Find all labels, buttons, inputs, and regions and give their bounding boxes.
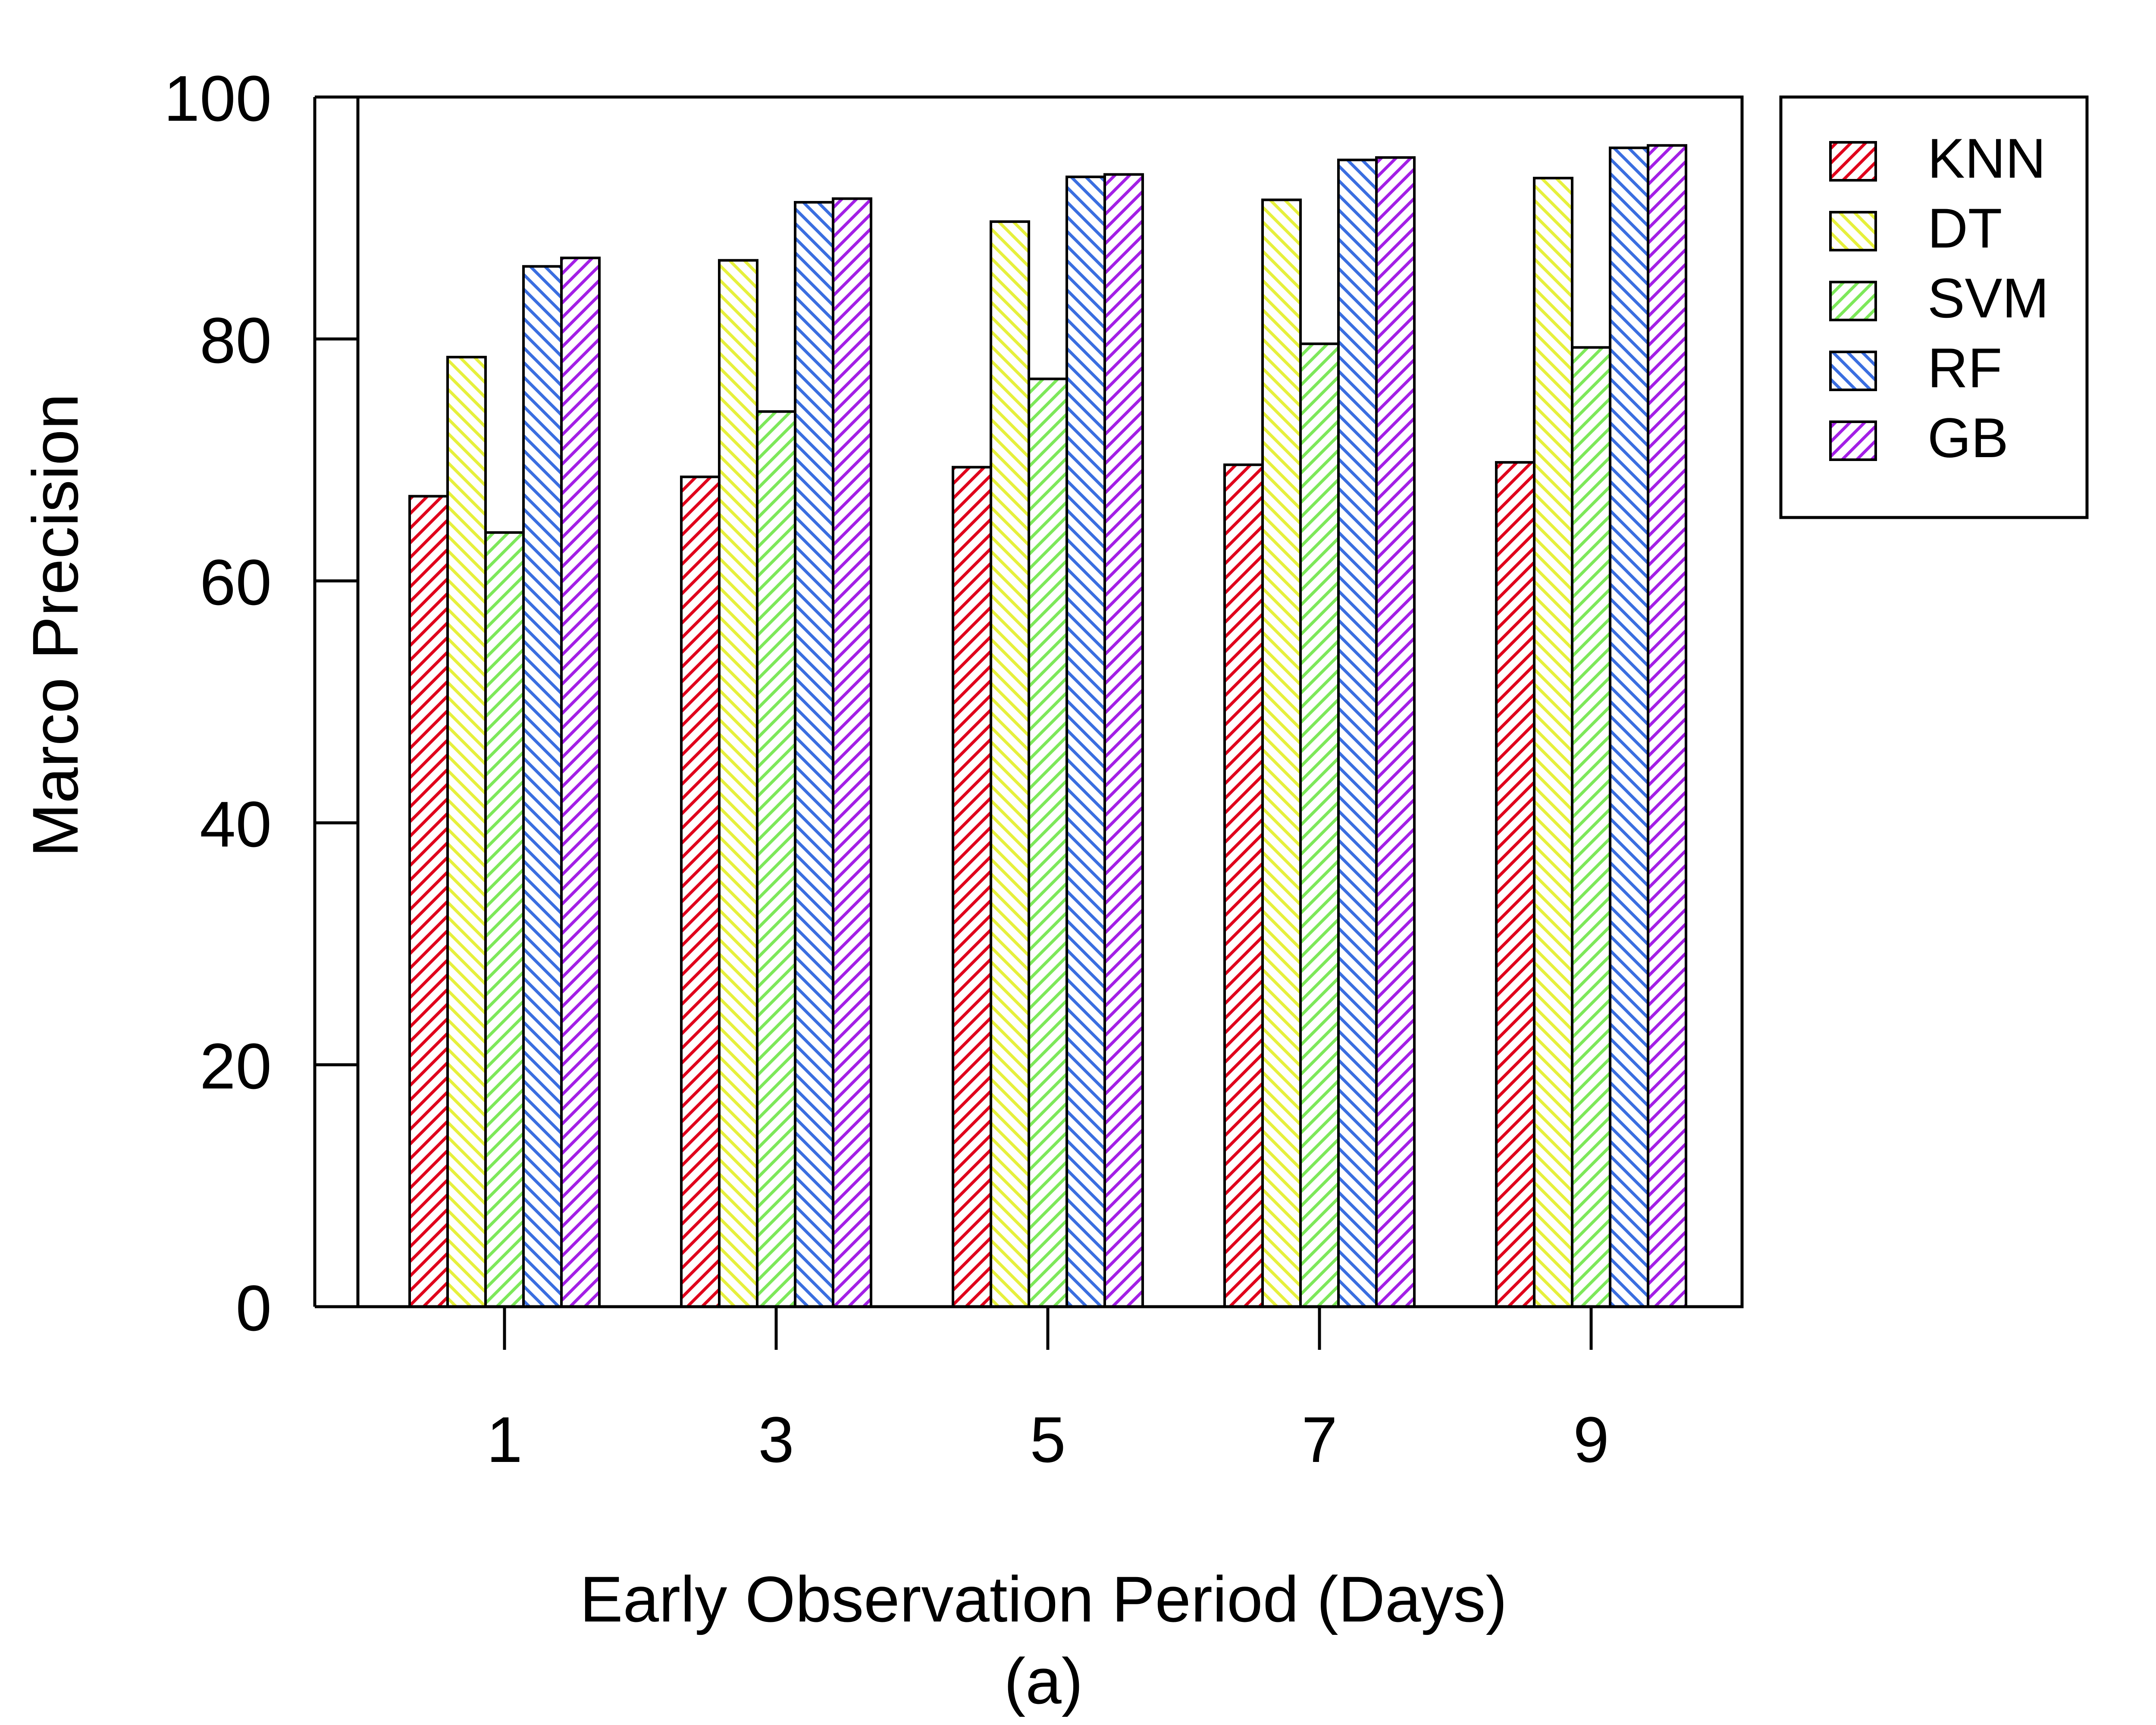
x-axis-title: Early Observation Period (Days): [580, 1563, 1507, 1635]
legend-label-svm: SVM: [1927, 267, 2049, 329]
bar-dt-1: [446, 356, 487, 1308]
y-tick-label: 60: [200, 546, 272, 618]
legend-label-knn: KNN: [1927, 127, 2046, 190]
bar-knn-7: [1223, 463, 1264, 1308]
y-tick-label: 20: [200, 1030, 272, 1102]
figure-caption: (a): [1004, 1645, 1083, 1717]
legend-label-gb: GB: [1927, 406, 2009, 469]
bar-rf-7: [1337, 158, 1378, 1308]
bar-gb-7: [1375, 156, 1416, 1308]
legend-swatch-knn: [1829, 141, 1877, 182]
legend-label-dt: DT: [1927, 197, 2002, 260]
legend-label-rf: RF: [1927, 336, 2002, 399]
bar-dt-5: [990, 220, 1030, 1308]
bar-knn-5: [952, 466, 992, 1308]
bar-svm-1: [484, 531, 525, 1308]
legend-swatch-gb: [1829, 420, 1877, 461]
bar-rf-9: [1609, 146, 1649, 1308]
bar-svm-3: [756, 410, 796, 1308]
legend: KNN DT SVM RF GB: [1779, 95, 2089, 519]
bar-knn-9: [1495, 461, 1536, 1308]
bar-rf-5: [1065, 176, 1106, 1308]
y-tick-label: 40: [200, 788, 272, 860]
legend-swatch-dt: [1829, 211, 1877, 251]
bar-gb-5: [1103, 173, 1144, 1308]
legend-swatch-svm: [1829, 281, 1877, 321]
bar-dt-3: [718, 259, 758, 1308]
y-tick-label: 0: [236, 1272, 272, 1344]
bar-rf-3: [794, 201, 834, 1308]
x-axis: 1 3 5 7 9: [486, 1307, 1609, 1476]
x-tick-label: 1: [486, 1403, 522, 1476]
plot-frame: [356, 95, 1744, 1308]
y-axis: 0 20 40 60 80 100: [164, 62, 358, 1344]
bar-knn-1: [408, 495, 449, 1308]
x-tick-label: 3: [758, 1403, 794, 1476]
bar-gb-1: [560, 257, 601, 1308]
bar-svm-9: [1571, 346, 1611, 1308]
x-tick-label: 9: [1573, 1403, 1609, 1476]
legend-swatch-rf: [1829, 351, 1877, 391]
x-tick-label: 7: [1301, 1403, 1337, 1476]
bar-gb-3: [832, 197, 872, 1308]
y-tick-label: 80: [200, 304, 272, 376]
bar-knn-3: [680, 475, 721, 1308]
bar-svm-7: [1299, 342, 1340, 1308]
bar-dt-9: [1533, 176, 1573, 1308]
y-tick-label: 100: [164, 62, 272, 135]
bar-svm-5: [1028, 377, 1068, 1308]
y-axis-title: Marco Precision: [19, 393, 91, 857]
bars-layer: [408, 144, 1687, 1308]
bar-gb-9: [1647, 144, 1687, 1308]
bar-rf-1: [522, 265, 563, 1308]
bar-dt-7: [1261, 198, 1302, 1308]
x-tick-label: 5: [1030, 1403, 1065, 1476]
